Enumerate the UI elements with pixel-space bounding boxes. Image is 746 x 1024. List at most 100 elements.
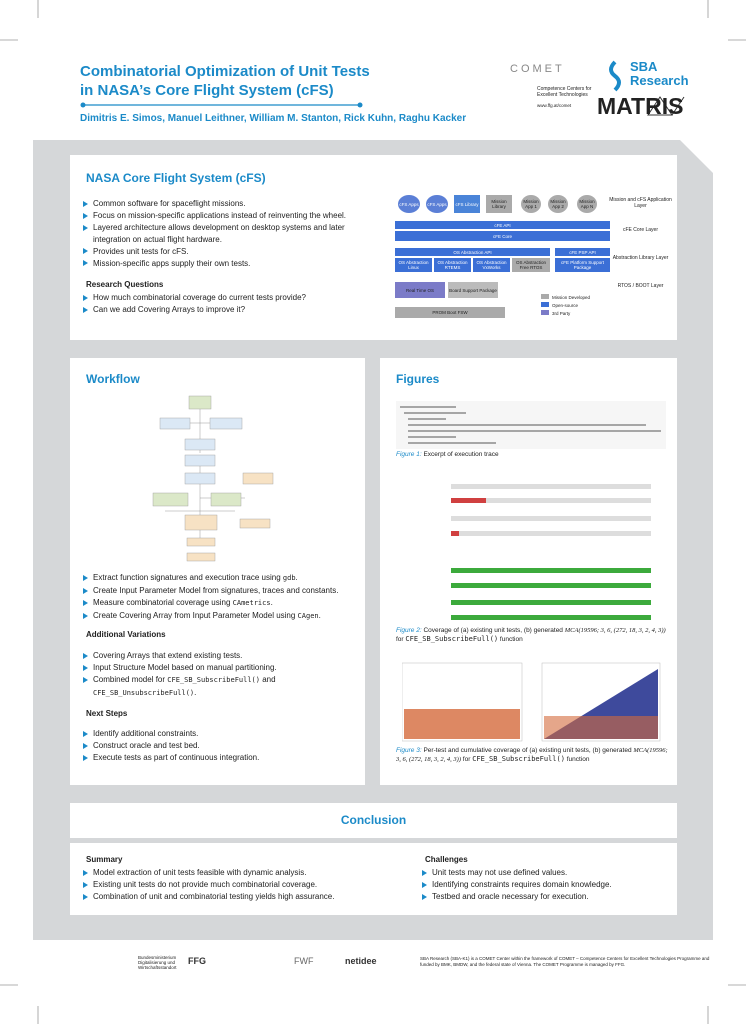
- legend-entry: Open-source: [541, 302, 590, 310]
- layer-label: RTOS / BOOT Layer: [617, 283, 664, 289]
- text-segment: Model extraction of unit tests feasible …: [93, 868, 307, 877]
- text-segment: Figure 1:: [396, 451, 422, 458]
- text-segment: Extract function signatures and executio…: [93, 573, 283, 582]
- text-segment: Covering Arrays that extend existing tes…: [93, 651, 243, 660]
- text-segment: and: [259, 675, 276, 684]
- comet-logo: COMET: [510, 63, 565, 75]
- bullet-list: Common software for spaceflight missions…: [82, 198, 382, 270]
- app-box: cFS Library: [454, 195, 480, 213]
- text-segment: Layered architecture allows development …: [93, 223, 345, 244]
- sba-line: Research: [630, 73, 689, 88]
- text-segment: Provides unit tests for cFS.: [93, 246, 189, 256]
- bullet-item: Covering Arrays that extend existing tes…: [82, 650, 362, 662]
- text-segment: Identifying constraints requires domain …: [432, 880, 612, 889]
- prom-box: PROM Boot FSW: [395, 307, 505, 318]
- sba-line: SBA: [630, 59, 658, 74]
- conclusion-header: Conclusion: [70, 803, 677, 838]
- legend-label: Mission Developed: [552, 295, 591, 300]
- footer-logo: FFG: [188, 956, 206, 966]
- figures-section: Figures Figure 1: Excerpt of execution t…: [380, 358, 677, 785]
- api-bar: cFE API: [395, 221, 610, 229]
- sba-icon: [609, 60, 621, 92]
- footer-logo: Bundesministerium Digitalisierung und Wi…: [138, 955, 177, 970]
- bullet-list: Identify additional constraints. Construc…: [82, 728, 362, 764]
- bullet-list: Model extraction of unit tests feasible …: [82, 867, 402, 903]
- bullet-item: Measure combinatorial coverage using CAm…: [82, 597, 362, 610]
- sba-logo: SBA Research: [630, 60, 689, 88]
- bullet-item: Layered architecture allows development …: [82, 222, 382, 245]
- comet-url: www.ffg.at/comet: [537, 103, 572, 108]
- caption: Figure 1: Excerpt of execution trace: [396, 450, 666, 459]
- comet-sub: Competence Centers for Excellent Technolo…: [537, 86, 591, 98]
- footer-text: SBA Research (SBA-K1) is a COMET Center …: [420, 956, 710, 967]
- bullet-item: Construct oracle and test bed.: [82, 740, 362, 752]
- bullet-item: Focus on mission-specific applications i…: [82, 210, 382, 222]
- api-bar: cFE PSP API: [555, 248, 610, 256]
- text-segment: CAgen: [297, 612, 319, 620]
- section-title: Figures: [396, 372, 440, 386]
- text-segment: Figure 2:: [396, 627, 422, 634]
- text-segment: Coverage of (a) existing unit tests, (b)…: [421, 627, 565, 634]
- bullet-item: Input Structure Model based on manual pa…: [82, 662, 362, 674]
- text-segment: .: [270, 598, 273, 607]
- text-segment: Identify additional constraints.: [93, 729, 199, 738]
- text-segment: for: [396, 636, 406, 643]
- section-title: NASA Core Flight System (cFS): [86, 171, 266, 185]
- legend-label: 3rd Party: [552, 311, 571, 316]
- app-box: cFS Apps: [398, 195, 420, 213]
- conclusion-section: Summary Model extraction of unit tests f…: [70, 843, 677, 915]
- architecture-diagram: cFS Apps cFS Apps cFS Library Mission Li…: [393, 190, 675, 325]
- text-segment: MCA(19596; 3, 6, (272, 18, 3, 2, 4, 3)): [564, 627, 666, 634]
- subheading: Challenges: [425, 855, 468, 864]
- text-segment: Excerpt of execution trace: [421, 451, 499, 458]
- trace-excerpt: [396, 401, 666, 449]
- text-segment: CAmetrics: [232, 599, 271, 607]
- rule-dot: [357, 102, 363, 108]
- app-box: Mission App 2: [548, 195, 568, 213]
- text-segment: Create Input Parameter Model from signat…: [93, 586, 339, 595]
- section-title: Conclusion: [340, 813, 407, 827]
- text-segment: gdb: [282, 574, 296, 582]
- text-segment: Common software for spaceflight missions…: [93, 199, 246, 208]
- text-segment: .: [194, 687, 197, 697]
- text-segment: Can we add Covering Arrays to improve it…: [93, 305, 246, 314]
- text-segment: Combination of unit and combinatorial te…: [93, 892, 335, 901]
- title-line: Combinatorial Optimization of Unit Tests: [80, 63, 370, 80]
- bullet-item: Combination of unit and combinatorial te…: [82, 891, 402, 903]
- bullet-item: Create Covering Array from Input Paramet…: [82, 610, 362, 623]
- text-segment: Construct oracle and test bed.: [93, 741, 200, 750]
- text-segment: Per-test and cumulative coverage of (a) …: [421, 747, 634, 754]
- core-bar: cFE Core: [395, 231, 610, 241]
- layer-label: cFE Core Layer: [622, 227, 658, 233]
- text-segment: MCA(19596; 3, 6, (272, 18, 3, 2, 4, 3)): [396, 747, 668, 763]
- bullet-list: Unit tests may not use defined values. Id…: [421, 867, 671, 903]
- psp-box: cFE Platform Support Package: [555, 258, 610, 272]
- text-segment: Combined model for: [93, 675, 168, 684]
- authors: Dimitris E. Simos, Manuel Leithner, Will…: [80, 113, 467, 124]
- comet-line: Competence Centers for: [537, 86, 592, 92]
- bullet-list: How much combinatorial coverage do curre…: [82, 292, 382, 316]
- bullet-list: Extract function signatures and executio…: [82, 572, 362, 623]
- app-box: Mission Library: [486, 195, 512, 213]
- matris-logo: MATRIS: [597, 93, 684, 119]
- layer-label: Abstraction Library Layer: [612, 255, 669, 261]
- nasa-section: NASA Core Flight System (cFS) Common sof…: [70, 155, 677, 340]
- legend: Mission Developed Open-source 3rd Party: [541, 294, 590, 318]
- bullet-item: Extract function signatures and executio…: [82, 572, 362, 585]
- text-segment: Create Covering Array from Input Paramet…: [93, 611, 298, 620]
- bullet-list: Covering Arrays that extend existing tes…: [82, 650, 362, 700]
- text-segment: Testbed and oracle necessary for executi…: [432, 892, 589, 901]
- bullet-item: Common software for spaceflight missions…: [82, 198, 382, 210]
- legend-label: Open-source: [552, 303, 579, 308]
- text-segment: for: [461, 756, 473, 763]
- bullet-item: Unit tests may not use defined values.: [421, 867, 671, 879]
- subheading: Summary: [86, 855, 123, 864]
- text-segment: Mission-specific apps supply their own t…: [93, 258, 251, 268]
- workflow-section: Workflow Extract function signatures and…: [70, 358, 365, 785]
- subheading: Research Questions: [86, 280, 164, 289]
- legend-entry: 3rd Party: [541, 310, 590, 318]
- rule-dot: [80, 102, 86, 108]
- subheading: Additional Variations: [86, 630, 166, 639]
